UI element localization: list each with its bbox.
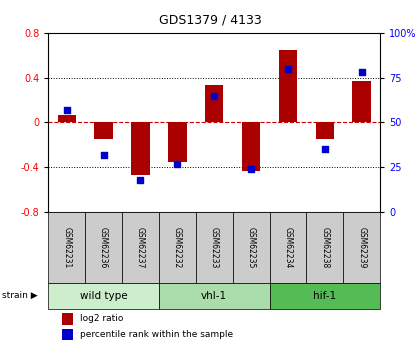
FancyBboxPatch shape <box>122 212 159 283</box>
Text: GDS1379 / 4133: GDS1379 / 4133 <box>159 14 261 27</box>
Text: GSM62238: GSM62238 <box>320 227 329 268</box>
Point <box>285 66 291 71</box>
Point <box>137 177 144 183</box>
FancyBboxPatch shape <box>306 212 343 283</box>
Bar <box>352 81 371 122</box>
Point <box>211 93 218 98</box>
Bar <box>62 328 73 340</box>
FancyBboxPatch shape <box>48 212 85 283</box>
FancyBboxPatch shape <box>233 212 270 283</box>
Bar <box>168 122 186 162</box>
Bar <box>315 122 334 139</box>
Text: GSM62232: GSM62232 <box>173 227 182 268</box>
FancyBboxPatch shape <box>159 212 196 283</box>
FancyBboxPatch shape <box>343 212 380 283</box>
FancyBboxPatch shape <box>196 212 233 283</box>
Text: GSM62235: GSM62235 <box>247 227 255 268</box>
Text: log2 ratio: log2 ratio <box>80 314 123 323</box>
Point <box>174 161 181 167</box>
FancyBboxPatch shape <box>159 283 270 309</box>
Bar <box>205 86 223 122</box>
FancyBboxPatch shape <box>270 283 380 309</box>
Point <box>358 69 365 75</box>
Bar <box>242 122 260 171</box>
Bar <box>131 122 150 175</box>
Text: GSM62234: GSM62234 <box>284 227 292 268</box>
FancyBboxPatch shape <box>270 212 306 283</box>
Text: GSM62236: GSM62236 <box>99 227 108 268</box>
Bar <box>58 115 76 122</box>
Bar <box>279 50 297 122</box>
Bar <box>62 313 73 325</box>
Text: vhl-1: vhl-1 <box>201 291 227 301</box>
FancyBboxPatch shape <box>48 283 159 309</box>
Text: wild type: wild type <box>80 291 127 301</box>
Point <box>321 147 328 152</box>
Text: GSM62239: GSM62239 <box>357 227 366 268</box>
FancyBboxPatch shape <box>85 212 122 283</box>
Text: percentile rank within the sample: percentile rank within the sample <box>80 329 233 338</box>
Text: GSM62233: GSM62233 <box>210 227 219 268</box>
Bar <box>94 122 113 139</box>
Point <box>248 166 255 172</box>
Text: GSM62237: GSM62237 <box>136 227 145 268</box>
Text: strain ▶: strain ▶ <box>2 291 38 300</box>
Point <box>63 107 70 113</box>
Point <box>100 152 107 158</box>
Text: hif-1: hif-1 <box>313 291 336 301</box>
Text: GSM62231: GSM62231 <box>62 227 71 268</box>
